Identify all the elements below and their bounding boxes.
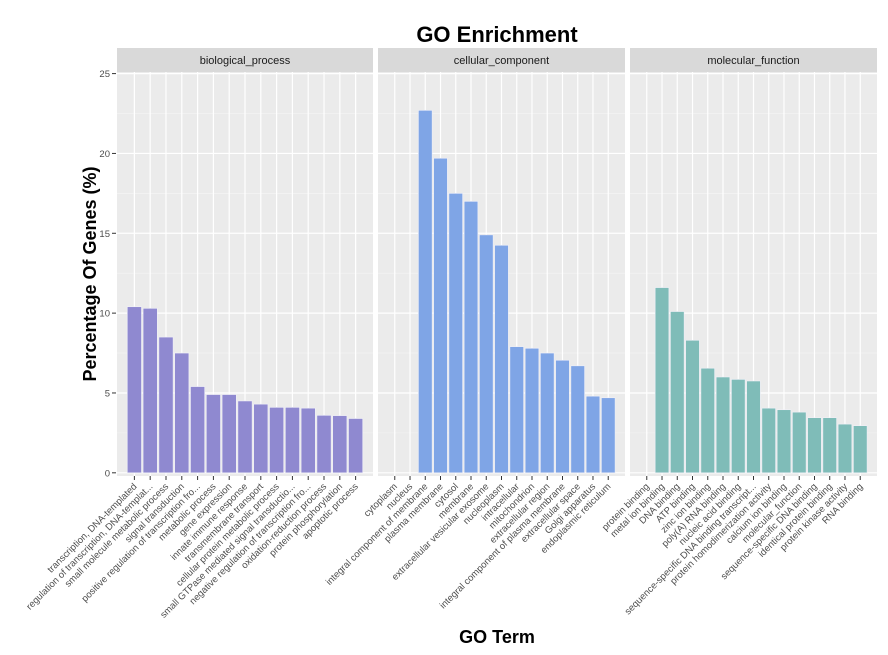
bar — [142, 308, 158, 474]
facet-strip — [117, 48, 373, 72]
bar — [348, 418, 364, 474]
bar — [685, 339, 700, 474]
bar — [570, 365, 585, 474]
y-tick-label: 20 — [99, 149, 110, 160]
y-axis: 0 5 10 15 20 25 — [99, 69, 116, 479]
bar — [670, 311, 685, 474]
bar — [761, 407, 776, 474]
bar — [174, 352, 190, 474]
bar — [601, 397, 616, 474]
bar — [509, 346, 524, 474]
bar — [300, 407, 316, 474]
bar — [654, 287, 670, 474]
bar — [715, 376, 731, 474]
y-tick-label: 15 — [99, 229, 110, 240]
bar — [433, 157, 448, 474]
chart-title: GO Enrichment — [416, 22, 578, 47]
bar — [494, 244, 509, 474]
y-tick-label: 5 — [105, 388, 110, 399]
bar — [463, 201, 479, 474]
bar — [253, 403, 269, 474]
bar — [221, 394, 237, 474]
y-tick-label: 10 — [99, 309, 110, 320]
y-tick-label: 0 — [105, 468, 110, 479]
facet-strip — [630, 48, 877, 72]
bar — [190, 386, 206, 474]
bar — [776, 409, 792, 474]
bar — [731, 379, 746, 474]
bar — [126, 306, 142, 474]
bar — [316, 415, 332, 474]
bar — [853, 425, 868, 474]
facet-strip-label: biological_process — [200, 55, 291, 67]
bar — [418, 110, 433, 474]
bar — [332, 415, 348, 474]
bar — [448, 193, 463, 474]
bar — [524, 347, 540, 474]
y-axis-label: Percentage Of Genes (%) — [80, 166, 100, 381]
bar — [205, 394, 221, 474]
bar — [822, 417, 837, 474]
facet-strip-label: cellular_component — [454, 55, 549, 67]
bar — [585, 395, 601, 474]
y-tick-label: 25 — [99, 69, 110, 80]
bar — [284, 407, 300, 474]
bar — [700, 367, 715, 474]
bar — [792, 411, 807, 474]
bar — [807, 417, 822, 474]
bar — [540, 352, 555, 474]
bar — [837, 423, 853, 474]
facet-strip — [378, 48, 625, 72]
bar — [237, 400, 253, 474]
bar — [479, 234, 494, 474]
bar — [158, 336, 174, 474]
bar — [269, 407, 285, 474]
facet-strip-label: molecular_function — [707, 55, 799, 67]
x-axis-label: GO Term — [459, 627, 535, 647]
bar — [555, 359, 570, 474]
bar — [746, 380, 761, 474]
